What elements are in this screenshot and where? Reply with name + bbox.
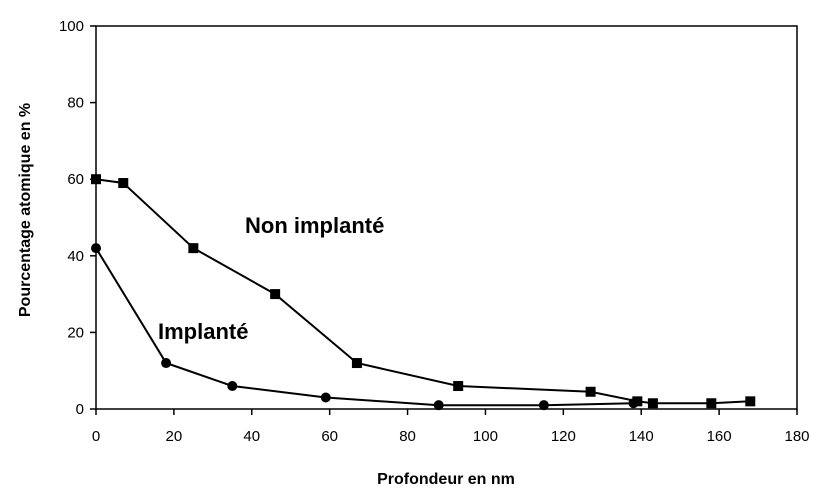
x-tick-label: 40 (243, 428, 260, 445)
data-point-implante (320, 392, 331, 403)
y-tick-label: 20 (67, 324, 84, 341)
series-line-non-implante (95, 178, 751, 405)
data-point-implante (227, 381, 238, 392)
data-point-non-implante (647, 398, 658, 409)
x-tick-label: 0 (92, 428, 100, 445)
x-tick-label: 140 (629, 428, 654, 445)
data-point-non-implante (453, 381, 464, 392)
y-tick-label: 100 (59, 18, 84, 35)
x-tick-label: 20 (166, 428, 183, 445)
data-point-non-implante (270, 289, 281, 300)
x-tick-label: 120 (551, 428, 576, 445)
data-point-non-implante (118, 178, 129, 189)
data-point-non-implante (91, 174, 101, 185)
data-point-implante (628, 398, 639, 409)
y-tick-label: 80 (67, 95, 84, 112)
series-markers (91, 174, 756, 411)
x-tick-label: 60 (321, 428, 338, 445)
series-lines (95, 178, 751, 407)
y-axis-ticks: 0 20 40 60 80 100 (59, 18, 96, 418)
data-point-non-implante (188, 243, 199, 254)
data-point-implante (161, 358, 172, 369)
y-tick-label: 60 (67, 171, 84, 188)
data-point-non-implante (706, 398, 717, 409)
x-axis-ticks: 0 20 40 60 80 100 120 140 160 180 (92, 409, 810, 445)
plot-frame (95, 25, 798, 410)
x-tick-label: 80 (399, 428, 416, 445)
data-point-implante (433, 400, 444, 411)
plot-border (95, 25, 798, 410)
series-label-implante: Implanté (158, 319, 248, 344)
data-point-non-implante (745, 396, 756, 407)
data-point-implante (538, 400, 549, 411)
x-axis-title: Profondeur en nm (377, 471, 515, 488)
y-axis-title: Pourcentage atomique en % (17, 103, 34, 317)
data-point-non-implante (351, 358, 362, 369)
series-label-non-implante: Non implanté (245, 213, 384, 238)
x-tick-label: 160 (707, 428, 732, 445)
y-tick-label: 0 (76, 401, 84, 418)
data-point-implante (91, 243, 101, 254)
y-tick-label: 40 (67, 248, 84, 265)
data-point-non-implante (585, 386, 596, 397)
x-tick-label: 180 (784, 428, 809, 445)
x-tick-label: 100 (473, 428, 498, 445)
